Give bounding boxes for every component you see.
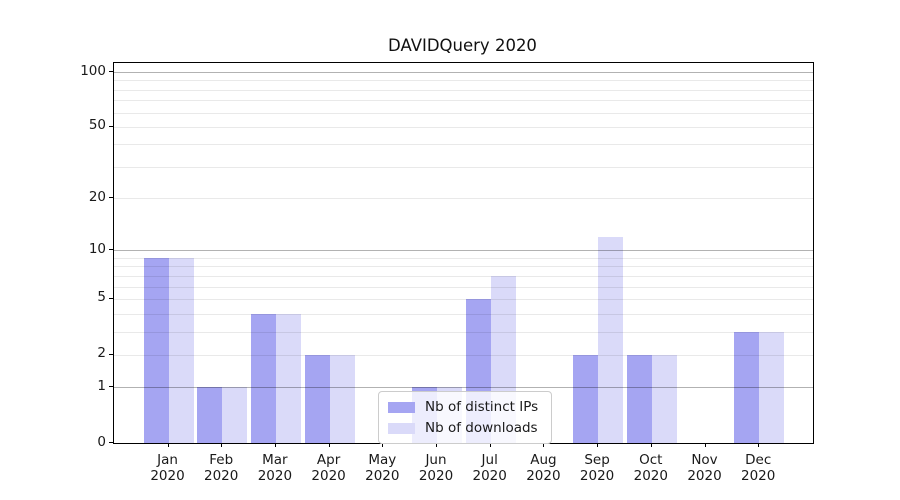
bar-downloads bbox=[329, 354, 355, 443]
legend-label: Nb of distinct IPs bbox=[425, 399, 539, 415]
chart-title: DAVIDQuery 2020 bbox=[388, 36, 537, 55]
bar-downloads bbox=[651, 354, 677, 443]
legend-item: Nb of distinct IPs bbox=[388, 399, 542, 415]
gridline-major bbox=[114, 250, 813, 252]
bar-downloads bbox=[598, 236, 624, 443]
legend-swatch bbox=[388, 401, 415, 413]
y-tick-label: 10 bbox=[88, 240, 106, 257]
gridline-minor bbox=[114, 89, 813, 91]
x-tick-label: Sep 2020 bbox=[579, 452, 615, 484]
x-axis-tick bbox=[758, 443, 760, 447]
gridline-minor bbox=[114, 144, 813, 146]
y-axis-tick bbox=[109, 249, 113, 251]
gridline-minor bbox=[114, 354, 813, 356]
bar-downloads bbox=[222, 387, 248, 443]
y-axis-tick bbox=[109, 442, 113, 443]
gridline-minor bbox=[114, 112, 813, 114]
x-tick-label: Mar 2020 bbox=[257, 452, 293, 484]
bar-downloads bbox=[168, 257, 194, 443]
y-tick-label: 0 bbox=[97, 433, 106, 450]
x-axis-tick bbox=[650, 443, 652, 447]
bar-distinct-ips bbox=[250, 313, 276, 443]
gridline-minor bbox=[114, 286, 813, 288]
gridline-major bbox=[114, 387, 813, 389]
y-tick-label: 5 bbox=[97, 289, 106, 306]
gridline-minor bbox=[114, 198, 813, 200]
x-tick-label: Oct 2020 bbox=[633, 452, 668, 484]
x-axis-tick bbox=[328, 443, 330, 447]
gridline-minor bbox=[114, 298, 813, 300]
x-axis-tick bbox=[221, 443, 223, 447]
x-tick-label: Jul 2020 bbox=[472, 452, 507, 484]
x-tick-label: Jan 2020 bbox=[150, 452, 185, 484]
x-tick-label: Apr 2020 bbox=[311, 452, 346, 484]
legend-swatch bbox=[388, 422, 415, 434]
plot-area: Nb of distinct IPs Nb of downloads bbox=[113, 62, 814, 444]
bar-downloads bbox=[275, 313, 301, 443]
bar-distinct-ips bbox=[304, 354, 330, 443]
gridline-minor bbox=[114, 80, 813, 82]
x-axis-tick bbox=[543, 443, 545, 447]
y-axis-tick bbox=[109, 197, 113, 199]
y-tick-label: 1 bbox=[97, 377, 106, 394]
bar-distinct-ips bbox=[573, 354, 599, 443]
x-axis-tick bbox=[704, 443, 706, 447]
y-axis-tick bbox=[109, 71, 113, 73]
x-axis-tick bbox=[489, 443, 491, 447]
y-axis-tick bbox=[109, 297, 113, 299]
x-axis-tick bbox=[167, 443, 169, 447]
bar-distinct-ips bbox=[734, 331, 760, 443]
x-axis-tick bbox=[274, 443, 276, 447]
gridline-minor bbox=[114, 313, 813, 315]
x-axis-tick bbox=[436, 443, 437, 447]
y-tick-label: 20 bbox=[88, 188, 106, 205]
y-axis-tick bbox=[109, 386, 113, 388]
gridline-minor bbox=[114, 331, 813, 333]
x-tick-label: Feb 2020 bbox=[204, 452, 239, 484]
y-axis-tick bbox=[109, 125, 113, 127]
x-tick-label: Nov 2020 bbox=[687, 452, 722, 484]
gridline-minor bbox=[114, 100, 813, 102]
bar-distinct-ips bbox=[143, 257, 169, 443]
x-axis-tick bbox=[382, 443, 384, 447]
gridline-minor bbox=[114, 275, 813, 277]
bar-distinct-ips bbox=[197, 387, 223, 443]
gridline-minor bbox=[114, 126, 813, 128]
legend: Nb of distinct IPs Nb of downloads bbox=[378, 391, 553, 444]
gridline-minor bbox=[114, 266, 813, 268]
x-tick-label: May 2020 bbox=[365, 452, 400, 484]
legend-label: Nb of downloads bbox=[425, 420, 538, 436]
y-tick-label: 100 bbox=[80, 62, 106, 79]
bar-distinct-ips bbox=[626, 354, 652, 443]
x-axis-tick bbox=[597, 443, 599, 447]
gridline-minor bbox=[114, 257, 813, 259]
y-tick-label: 2 bbox=[97, 345, 106, 362]
x-tick-label: Jun 2020 bbox=[418, 452, 454, 484]
y-tick-label: 50 bbox=[88, 117, 106, 134]
gridline-minor bbox=[114, 166, 813, 168]
y-axis-tick bbox=[109, 353, 113, 355]
x-tick-label: Dec 2020 bbox=[741, 452, 776, 484]
legend-item: Nb of downloads bbox=[388, 420, 542, 436]
gridline-major bbox=[114, 72, 813, 74]
bar-downloads bbox=[759, 331, 785, 443]
x-tick-label: Aug 2020 bbox=[526, 452, 561, 484]
